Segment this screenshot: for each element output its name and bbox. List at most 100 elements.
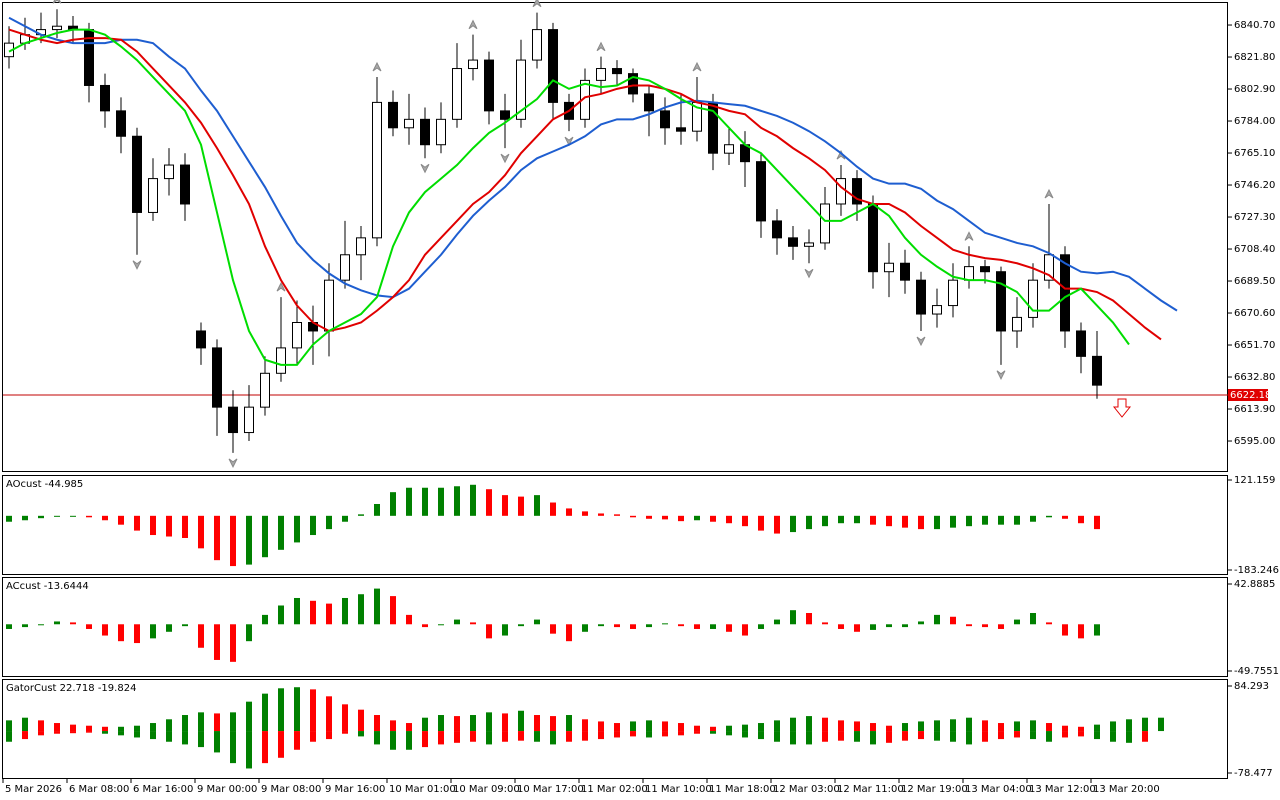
histogram-bar bbox=[886, 515, 892, 527]
histogram-bar bbox=[102, 731, 108, 734]
histogram-bar bbox=[1078, 624, 1084, 639]
histogram-bar bbox=[502, 731, 508, 742]
histogram-bar bbox=[1046, 731, 1052, 742]
histogram-bar bbox=[870, 723, 876, 732]
fractal-up bbox=[1044, 188, 1054, 199]
candle-body bbox=[660, 110, 670, 129]
fractal-down bbox=[996, 370, 1006, 380]
candle-body bbox=[996, 271, 1006, 332]
histogram-bar bbox=[342, 704, 348, 732]
histogram-bar bbox=[118, 624, 124, 642]
histogram-bar bbox=[198, 712, 204, 732]
histogram-bar bbox=[326, 731, 332, 740]
histogram-bar bbox=[118, 731, 124, 736]
histogram-bar bbox=[582, 731, 588, 741]
x-tick-label: 9 Mar 00:00 bbox=[197, 784, 257, 795]
candle-body bbox=[148, 178, 158, 213]
histogram-bar bbox=[566, 624, 572, 642]
histogram-bar bbox=[758, 624, 764, 629]
histogram-bar bbox=[294, 515, 300, 543]
histogram-bar bbox=[342, 731, 348, 734]
histogram-bar bbox=[422, 731, 428, 748]
histogram-bar bbox=[982, 515, 988, 525]
histogram-bar bbox=[1142, 731, 1148, 742]
histogram-bar bbox=[598, 731, 604, 740]
histogram-bar bbox=[390, 720, 396, 732]
histogram-bar bbox=[438, 487, 444, 516]
histogram-bar bbox=[998, 624, 1004, 629]
histogram-bar bbox=[1110, 721, 1116, 732]
histogram-bar bbox=[374, 731, 380, 745]
histogram-bar bbox=[486, 489, 492, 516]
histogram-bar bbox=[902, 731, 908, 741]
candle-body bbox=[292, 322, 302, 349]
histogram-bar bbox=[1046, 515, 1052, 518]
histogram-bar bbox=[422, 624, 428, 628]
histogram-bar bbox=[742, 515, 748, 527]
histogram-bar bbox=[726, 624, 732, 632]
histogram-bar bbox=[70, 622, 76, 625]
sell-arrow bbox=[1112, 398, 1132, 418]
histogram-bar bbox=[966, 717, 972, 732]
x-tick-label: 9 Mar 16:00 bbox=[325, 784, 385, 795]
histogram-bar bbox=[1078, 731, 1084, 737]
fractal-down bbox=[420, 163, 430, 174]
histogram-bar bbox=[326, 515, 332, 530]
histogram-bar bbox=[486, 712, 492, 732]
y-tick-label: 121.159 bbox=[1234, 475, 1275, 486]
histogram-bar bbox=[854, 731, 860, 742]
y-tick-label: -78.477 bbox=[1234, 768, 1273, 779]
histogram-bar bbox=[710, 726, 716, 732]
histogram-bar bbox=[918, 731, 924, 740]
histogram-bar bbox=[726, 725, 732, 732]
histogram-bar bbox=[86, 624, 92, 629]
candle-body bbox=[404, 118, 414, 129]
candle-body bbox=[532, 29, 542, 61]
histogram-bar bbox=[966, 624, 972, 627]
histogram-bar bbox=[854, 624, 860, 632]
histogram-bar bbox=[1094, 724, 1100, 732]
histogram-bar bbox=[262, 614, 268, 625]
histogram-bar bbox=[758, 731, 764, 740]
histogram-bar bbox=[678, 515, 684, 522]
candle-body bbox=[820, 203, 830, 244]
histogram-bar bbox=[70, 515, 76, 517]
x-tick-label: 12 Mar 11:00 bbox=[837, 784, 904, 795]
histogram-bar bbox=[934, 720, 940, 732]
histogram-bar bbox=[150, 731, 156, 740]
histogram-bar bbox=[390, 596, 396, 625]
x-tick-label: 5 Mar 2026 bbox=[5, 784, 62, 795]
candle-body bbox=[548, 29, 558, 103]
candle-body bbox=[980, 266, 990, 273]
histogram-bar bbox=[582, 719, 588, 732]
candle-body bbox=[676, 127, 686, 132]
candle-body bbox=[628, 73, 638, 95]
histogram-bar bbox=[1030, 720, 1036, 732]
histogram-bar bbox=[742, 731, 748, 738]
y-tick-label: 6632.80 bbox=[1234, 372, 1275, 383]
gator-pane bbox=[2, 679, 1228, 779]
histogram-bar bbox=[694, 515, 700, 521]
histogram-bar bbox=[198, 731, 204, 748]
y-tick-label: -183.246 bbox=[1234, 565, 1279, 576]
histogram-bar bbox=[902, 515, 908, 528]
histogram-bar bbox=[422, 487, 428, 516]
histogram-bar bbox=[790, 515, 796, 533]
histogram-bar bbox=[1030, 613, 1036, 625]
fractal-down bbox=[916, 336, 926, 347]
histogram-bar bbox=[598, 721, 604, 732]
histogram-bar bbox=[374, 503, 380, 516]
y-tick-label: 6708.40 bbox=[1234, 244, 1275, 255]
histogram-bar bbox=[534, 715, 540, 732]
histogram-bar bbox=[438, 624, 444, 626]
histogram-bar bbox=[134, 731, 140, 738]
y-tick-label: 84.293 bbox=[1234, 681, 1269, 692]
histogram-bar bbox=[294, 597, 300, 625]
histogram-bar bbox=[662, 721, 668, 732]
histogram-bar bbox=[998, 731, 1004, 740]
histogram-bar bbox=[550, 502, 556, 516]
histogram-bar bbox=[390, 731, 396, 750]
x-tick-label: 13 Mar 20:00 bbox=[1093, 784, 1160, 795]
histogram-bar bbox=[630, 731, 636, 737]
histogram-bar bbox=[246, 731, 252, 769]
